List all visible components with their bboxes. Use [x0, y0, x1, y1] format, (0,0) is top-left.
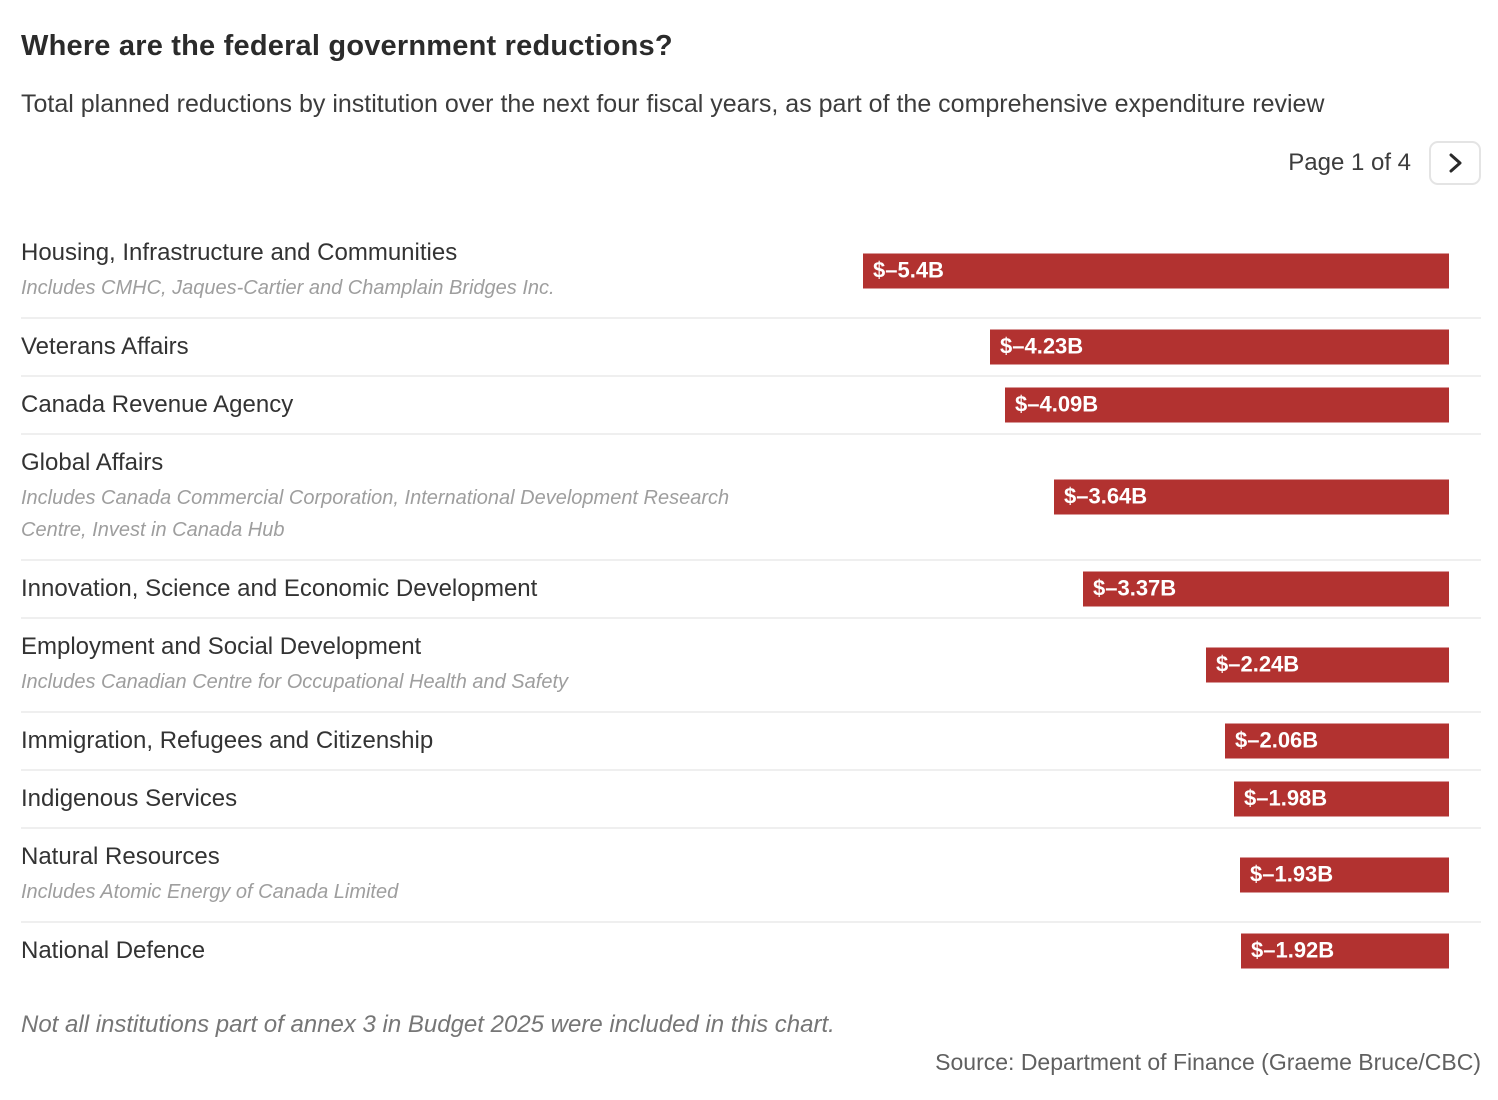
reduction-bar: $–2.06B — [1225, 723, 1449, 758]
institution-note: Includes CMHC, Jaques-Cartier and Champl… — [21, 276, 555, 299]
reduction-bar: $–3.37B — [1083, 571, 1449, 606]
institution-label: Employment and Social Development — [21, 632, 422, 660]
institution-label: Indigenous Services — [21, 784, 238, 812]
row-text: Indigenous Services — [21, 784, 1481, 814]
institution-label: Innovation, Science and Economic Develop… — [21, 574, 538, 602]
row-text: Natural Resources Includes Atomic Energy… — [21, 842, 1481, 908]
institution-note: Includes Atomic Energy of Canada Limited — [21, 880, 399, 903]
chart-row: Housing, Infrastructure and Communities … — [21, 225, 1481, 319]
bar-value-label: $–2.24B — [1216, 651, 1300, 677]
bar-value-label: $–4.23B — [1000, 333, 1084, 359]
institution-label: Immigration, Refugees and Citizenship — [21, 726, 434, 754]
institution-note: Includes Canadian Centre for Occupationa… — [21, 670, 569, 693]
row-text: Global Affairs Includes Canada Commercia… — [21, 448, 1481, 546]
page-title: Where are the federal government reducti… — [21, 30, 673, 62]
reduction-bar: $–2.24B — [1206, 647, 1449, 682]
pagination: Page 1 of 4 — [21, 140, 1481, 185]
institution-label: Global Affairs — [21, 448, 164, 476]
bar-value-label: $–4.09B — [1015, 391, 1099, 417]
row-text: National Defence — [21, 936, 1481, 966]
institution-label: Natural Resources — [21, 842, 220, 870]
chart-row: Global Affairs Includes Canada Commercia… — [21, 435, 1481, 561]
chart-row: Natural Resources Includes Atomic Energy… — [21, 829, 1481, 923]
bar-value-label: $–2.06B — [1235, 727, 1319, 753]
institution-label: Housing, Infrastructure and Communities — [21, 238, 458, 266]
institution-label: Veterans Affairs — [21, 332, 189, 360]
chart-row: Innovation, Science and Economic Develop… — [21, 561, 1481, 619]
row-text: Veterans Affairs — [21, 332, 1481, 362]
chart-rows: Housing, Infrastructure and Communities … — [21, 225, 1481, 979]
chevron-right-icon — [1445, 153, 1465, 173]
next-page-button[interactable] — [1429, 140, 1481, 185]
pagination-label: Page 1 of 4 — [1288, 148, 1411, 176]
chart-subtitle: Total planned reductions by institution … — [21, 90, 1325, 118]
reduction-bar: $–3.64B — [1054, 479, 1449, 514]
reduction-bar: $–4.23B — [990, 329, 1449, 364]
chart-row: National Defence $–1.92B — [21, 923, 1481, 979]
chart-row: Veterans Affairs $–4.23B — [21, 319, 1481, 377]
institution-note: Includes Canada Commercial Corporation, … — [21, 486, 730, 541]
chart-row: Canada Revenue Agency $–4.09B — [21, 377, 1481, 435]
reduction-bar: $–1.98B — [1234, 781, 1449, 816]
bar-value-label: $–5.4B — [873, 257, 944, 283]
institution-label: Canada Revenue Agency — [21, 390, 294, 418]
chart-row: Immigration, Refugees and Citizenship $–… — [21, 713, 1481, 771]
bar-value-label: $–3.37B — [1093, 575, 1177, 601]
reduction-bar: $–1.93B — [1240, 857, 1449, 892]
row-text: Immigration, Refugees and Citizenship — [21, 726, 1481, 756]
chart-row: Indigenous Services $–1.98B — [21, 771, 1481, 829]
row-text: Innovation, Science and Economic Develop… — [21, 574, 1481, 604]
reduction-bar: $–5.4B — [863, 253, 1449, 288]
bar-value-label: $–1.93B — [1250, 861, 1334, 887]
source-credit: Source: Department of Finance (Graeme Br… — [935, 1048, 1481, 1075]
footnote: Not all institutions part of annex 3 in … — [21, 1010, 835, 1038]
row-text: Housing, Infrastructure and Communities … — [21, 238, 1481, 304]
bar-value-label: $–1.98B — [1244, 785, 1328, 811]
institution-label: National Defence — [21, 936, 206, 964]
reduction-bar: $–4.09B — [1005, 387, 1449, 422]
bar-value-label: $–1.92B — [1251, 937, 1335, 963]
bar-value-label: $–3.64B — [1064, 483, 1148, 509]
chart-row: Employment and Social Development Includ… — [21, 619, 1481, 713]
row-text: Canada Revenue Agency — [21, 390, 1481, 420]
row-text: Employment and Social Development Includ… — [21, 632, 1481, 698]
reduction-bar: $–1.92B — [1241, 933, 1449, 968]
